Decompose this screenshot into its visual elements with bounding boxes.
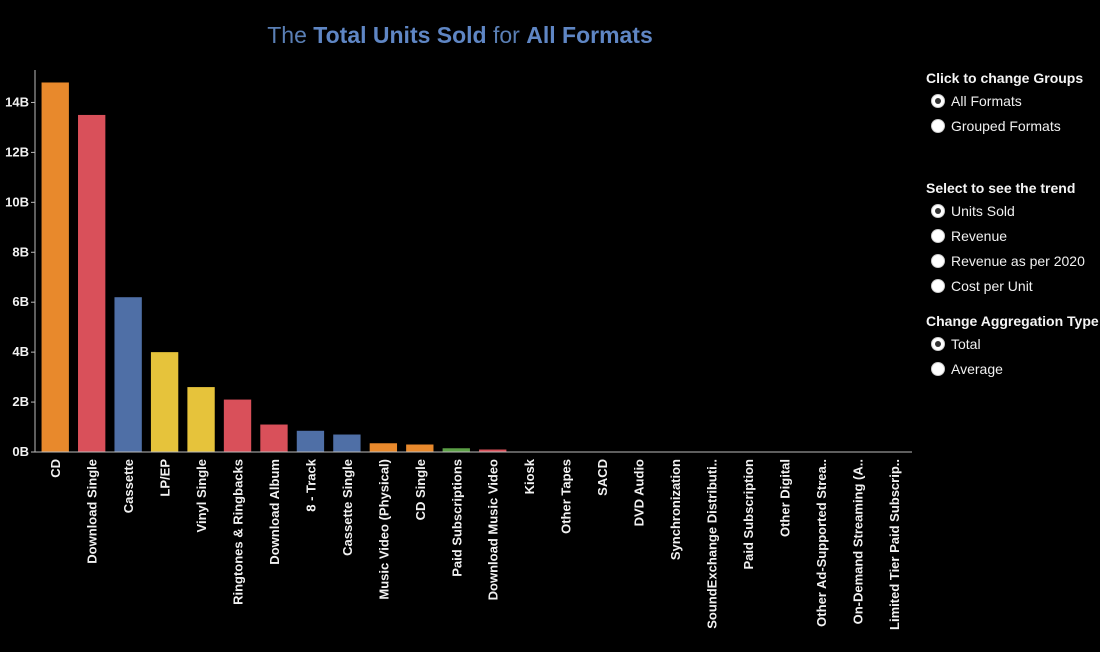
radio-selected-icon[interactable] (931, 203, 945, 218)
radio-unselected-icon[interactable] (931, 118, 945, 133)
x-tick-label: Paid Subscriptions (449, 459, 464, 577)
radio-label: Revenue (951, 227, 1008, 244)
x-tick-label: Vinyl Single (194, 459, 209, 532)
bar[interactable] (78, 114, 106, 453)
trend-control: Select to see the trend Units Sold Reven… (926, 178, 1096, 298)
x-tick-label: Cassette Single (340, 459, 355, 556)
radio-unselected-icon[interactable] (931, 361, 945, 376)
bar[interactable] (479, 449, 507, 452)
x-tick-label: LP/EP (158, 459, 173, 497)
bar[interactable] (296, 430, 325, 452)
bar[interactable] (369, 443, 398, 452)
title-measure: Total Units Sold (313, 22, 487, 48)
y-tick-label: 4B (12, 344, 29, 359)
y-tick-label: 2B (12, 394, 29, 409)
radio-revenue-2020[interactable]: Revenue as per 2020 (926, 248, 1096, 273)
radio-unselected-icon[interactable] (931, 278, 945, 293)
radio-label: Revenue as per 2020 (951, 252, 1085, 269)
y-tick-label: 0B (12, 444, 29, 459)
bar[interactable] (260, 424, 288, 452)
x-tick-label: Other Ad-Supported Strea.. (814, 459, 829, 627)
x-tick-label: Music Video (Physical) (376, 459, 391, 600)
y-tick-label: 14B (5, 94, 29, 109)
aggregation-heading: Change Aggregation Type (926, 313, 1099, 329)
bar[interactable] (223, 399, 252, 452)
chart-title: The Total Units Sold for All Formats (0, 22, 920, 49)
bar[interactable] (41, 82, 69, 453)
x-tick-label: Synchronization (668, 459, 683, 560)
x-tick-label: Other Digital (777, 459, 792, 537)
x-tick-label: SACD (595, 459, 610, 496)
groups-control: Click to change Groups All Formats Group… (926, 68, 1096, 138)
x-tick-label: Other Tapes (559, 459, 574, 534)
x-tick-label: 8 - Track (303, 458, 318, 512)
radio-label: Grouped Formats (951, 117, 1061, 134)
bar-chart: 0B 2B 4B 6B 8B 10B 12B 14B CD Download Single Cas… (5, 70, 912, 630)
radio-selected-icon[interactable] (931, 93, 945, 108)
x-tick-label: Download Music Video (486, 459, 501, 600)
groups-heading: Click to change Groups (926, 70, 1084, 86)
bar[interactable] (333, 434, 361, 452)
x-tick-label: On-Demand Streaming (A.. (850, 459, 865, 624)
radio-unselected-icon[interactable] (931, 228, 945, 243)
x-tick-label: Cassette (121, 459, 136, 513)
bar[interactable] (442, 448, 470, 452)
aggregation-control: Change Aggregation Type Total Average (926, 311, 1099, 381)
radio-cost-per-unit[interactable]: Cost per Unit (926, 273, 1096, 298)
x-tick-label: Download Album (267, 459, 282, 565)
x-tick-label: Ringtones & Ringbacks (231, 459, 246, 605)
bars (41, 82, 507, 453)
radio-average[interactable]: Average (926, 356, 1096, 381)
x-tick-label: DVD Audio (632, 459, 647, 526)
x-tick-label: CD Single (413, 459, 428, 520)
x-tick-label: Limited Tier Paid Subscrip.. (887, 459, 902, 630)
title-connector: for (493, 22, 520, 48)
trend-heading: Select to see the trend (926, 180, 1076, 196)
radio-all-formats[interactable]: All Formats (926, 88, 1096, 113)
radio-label: Total (951, 335, 981, 352)
radio-label: All Formats (951, 92, 1022, 109)
x-tick-label: Download Single (85, 459, 100, 564)
radio-revenue[interactable]: Revenue (926, 223, 1096, 248)
bar[interactable] (406, 444, 434, 452)
bar[interactable] (114, 297, 142, 452)
y-tick-label: 8B (12, 244, 29, 259)
x-tick-label: SoundExchange Distributi.. (704, 459, 719, 629)
title-group: All Formats (526, 22, 653, 48)
title-prefix: The (267, 22, 307, 48)
radio-grouped-formats[interactable]: Grouped Formats (926, 113, 1096, 138)
radio-selected-icon[interactable] (931, 336, 945, 351)
x-tick-label: Paid Subscription (741, 459, 756, 570)
x-tick-label: CD (48, 459, 63, 478)
radio-label: Cost per Unit (951, 277, 1033, 294)
radio-label: Average (951, 360, 1003, 377)
bar[interactable] (150, 352, 179, 452)
y-tick-label: 10B (5, 194, 29, 209)
y-axis: 0B 2B 4B 6B 8B 10B 12B 14B (5, 70, 36, 459)
radio-total[interactable]: Total (926, 331, 1096, 356)
y-tick-label: 6B (12, 294, 29, 309)
y-tick-label: 12B (5, 144, 29, 159)
x-axis: CD Download Single Cassette LP/EP Vinyl Sing… (35, 451, 912, 630)
x-tick-label: Kiosk (522, 458, 537, 494)
bar[interactable] (187, 387, 215, 452)
radio-units-sold[interactable]: Units Sold (926, 198, 1096, 223)
radio-unselected-icon[interactable] (931, 253, 945, 268)
radio-label: Units Sold (951, 202, 1015, 219)
